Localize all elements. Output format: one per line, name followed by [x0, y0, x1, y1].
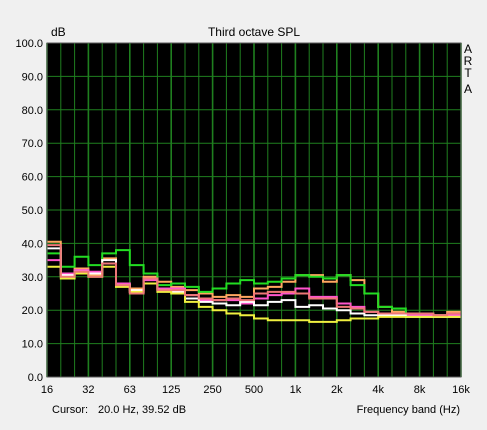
y-tick-label: 0.0	[28, 372, 43, 384]
series-line	[47, 247, 461, 318]
x-tick-label: 2k	[331, 384, 343, 396]
chart-title: Third octave SPL	[208, 25, 300, 39]
y-tick-label: 80.0	[22, 105, 43, 117]
x-tick-label: 8k	[414, 384, 426, 396]
y-tick-label: 50.0	[22, 205, 43, 217]
x-tick-label: 1k	[290, 384, 302, 396]
x-tick-label: 250	[203, 384, 221, 396]
side-label-letter: A	[464, 42, 472, 56]
x-tick-label: 500	[245, 384, 263, 396]
side-label: A R T A	[464, 42, 473, 96]
y-tick-label: 100.0	[15, 38, 43, 50]
plot-frame	[46, 42, 462, 378]
x-tick-label: 16	[41, 384, 53, 396]
y-axis-label: dB	[51, 25, 66, 39]
y-tick-label: 40.0	[22, 238, 43, 250]
y-tick-label: 70.0	[22, 138, 43, 150]
x-tick-label: 16k	[452, 384, 470, 396]
y-tick-label: 10.0	[22, 339, 43, 351]
x-tick-label: 125	[162, 384, 180, 396]
x-axis-label: Frequency band (Hz)	[357, 404, 460, 416]
cursor-label: Cursor:	[52, 404, 88, 416]
series-layer	[47, 240, 461, 323]
side-label-letter: R	[464, 54, 473, 68]
y-tick-labels: 0.0 10.0 20.0 30.0 40.0 50.0 60.0 70.0 80.0 90.0 1…	[15, 38, 43, 384]
y-tick-label: 30.0	[22, 272, 43, 284]
series-line	[47, 249, 461, 317]
side-label-letter: A	[464, 82, 472, 96]
x-tick-label: 4k	[372, 384, 384, 396]
x-tick-labels: 16 32 63 125 250 500 1k 2k 4k 8k 16k	[41, 384, 470, 396]
y-tick-label: 90.0	[22, 71, 43, 83]
side-label-letter: T	[464, 66, 472, 80]
x-tick-label: 63	[124, 384, 136, 396]
cursor-readout: 20.0 Hz, 39.52 dB	[98, 404, 186, 416]
series-line	[47, 265, 461, 323]
y-tick-label: 60.0	[22, 172, 43, 184]
series-line	[47, 244, 461, 317]
x-tick-label: 32	[82, 384, 94, 396]
y-tick-label: 20.0	[22, 305, 43, 317]
